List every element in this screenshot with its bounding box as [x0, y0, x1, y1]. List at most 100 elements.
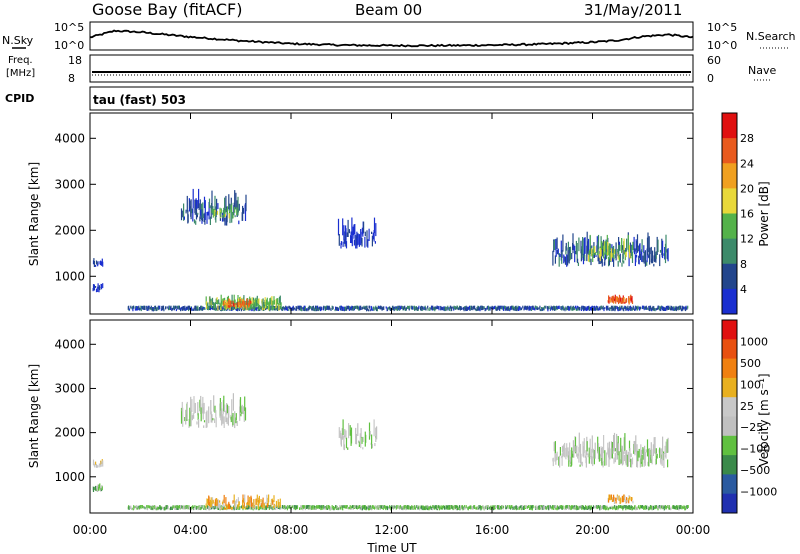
range-cell — [599, 247, 601, 262]
range-cell — [537, 505, 539, 510]
range-cell — [608, 260, 610, 267]
range-cell — [306, 308, 308, 311]
range-cell — [583, 438, 585, 453]
range-cell — [340, 241, 342, 245]
range-cell — [360, 307, 362, 310]
range-cell — [620, 497, 622, 504]
range-cell — [239, 397, 242, 413]
range-cell — [144, 305, 146, 310]
range-cell — [372, 308, 374, 311]
range-cell — [597, 436, 599, 453]
range-cell — [654, 247, 656, 263]
range-cell — [230, 414, 232, 423]
range-cell — [149, 505, 151, 509]
colorbar-segment — [722, 288, 737, 315]
range-cell — [244, 306, 247, 309]
range-cell — [618, 505, 620, 509]
range-cell — [564, 256, 567, 265]
range-cell — [571, 453, 573, 458]
range-cell — [318, 505, 320, 510]
range-cell — [371, 507, 373, 510]
colorbar-tick-label: −25 — [740, 421, 763, 434]
range-cell — [243, 407, 245, 422]
range-cell — [594, 506, 596, 509]
range-cell — [215, 410, 217, 418]
range-cell — [577, 453, 579, 459]
range-cell — [642, 506, 644, 509]
range-cell — [427, 308, 429, 311]
range-cell — [665, 505, 667, 509]
range-cell — [444, 506, 446, 510]
range-cell — [252, 303, 254, 306]
colorbar-frame — [721, 319, 738, 514]
range-cell — [605, 505, 607, 509]
range-cell — [192, 188, 194, 209]
range-cell — [368, 505, 370, 509]
range-cell — [642, 255, 644, 263]
range-cell — [258, 506, 260, 510]
range-cell — [622, 497, 624, 503]
range-cell — [337, 308, 340, 311]
range-cell — [362, 230, 364, 237]
cpid-text: tau (fast) 503 — [93, 93, 186, 107]
range-cell — [229, 209, 231, 213]
range-cell — [416, 505, 418, 508]
range-cell — [587, 505, 590, 510]
range-cell — [517, 505, 519, 509]
range-cell — [358, 306, 360, 310]
range-cell — [602, 446, 604, 462]
range-cell — [625, 453, 627, 466]
range-cell — [657, 239, 659, 253]
range-cell — [202, 396, 204, 413]
range-cell — [306, 505, 308, 509]
range-cell — [650, 505, 652, 509]
range-cell — [610, 441, 613, 459]
range-cell — [438, 305, 440, 311]
range-cell — [350, 235, 353, 244]
range-cell — [374, 241, 376, 244]
range-cell — [670, 305, 672, 309]
range-cell — [556, 237, 558, 249]
range-cell — [556, 249, 559, 254]
range-cell — [656, 453, 658, 459]
range-cell — [448, 307, 451, 311]
colorbar-tick-label: 20 — [740, 182, 754, 195]
range-cell — [608, 494, 610, 500]
range-cell — [417, 506, 419, 510]
range-cell — [191, 415, 193, 421]
range-cell — [130, 505, 132, 509]
range-cell — [98, 285, 100, 290]
range-cell — [634, 505, 636, 509]
range-cell — [210, 299, 212, 308]
range-cell — [245, 507, 247, 510]
range-cell — [437, 306, 439, 309]
range-cell — [274, 504, 276, 509]
range-cell — [205, 411, 207, 428]
range-cell — [628, 298, 631, 304]
range-cell — [615, 497, 617, 504]
range-cell — [623, 437, 625, 454]
range-cell — [595, 505, 597, 509]
range-cell — [293, 307, 296, 310]
range-cell — [159, 505, 161, 508]
range-cell — [264, 297, 266, 305]
range-cell — [577, 258, 579, 264]
range-cell — [312, 307, 314, 311]
range-cell — [300, 306, 302, 311]
colorbar-segment — [722, 213, 737, 240]
range-cell — [365, 305, 367, 310]
range-cell — [573, 505, 575, 509]
range-cell — [617, 251, 619, 260]
range-cell — [281, 507, 283, 510]
range-cell — [257, 307, 260, 312]
range-cell — [376, 307, 378, 312]
range-cell — [613, 499, 616, 505]
range-cell — [165, 306, 167, 310]
range-cell — [371, 231, 373, 234]
range-cell — [586, 231, 588, 252]
range-cell — [285, 305, 287, 310]
range-cell — [440, 505, 442, 510]
range-cell — [564, 442, 566, 458]
range-cell — [579, 446, 581, 453]
